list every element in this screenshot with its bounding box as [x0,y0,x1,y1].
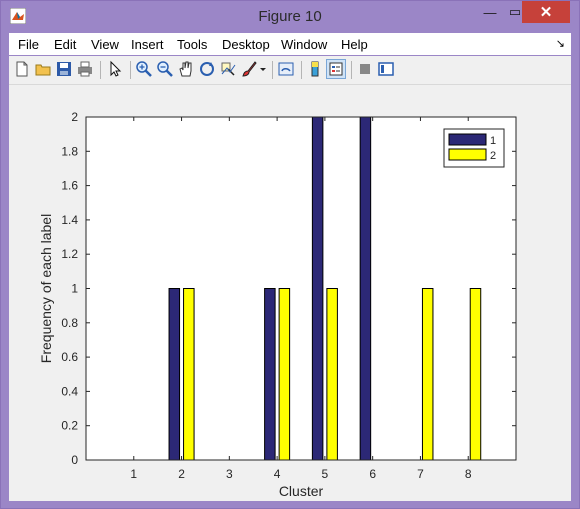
legend-label: 1 [490,135,496,147]
open-file-icon[interactable] [34,60,52,78]
y-tick-label: 0 [71,453,78,467]
zoom-out-icon[interactable] [156,60,174,78]
toolbar-separator [301,61,302,79]
data-cursor-icon[interactable] [219,60,237,78]
bar-series-2 [278,288,291,461]
menu-help[interactable]: Help [341,37,368,52]
y-tick-label: 0.8 [61,316,78,330]
toolbar-separator [130,61,131,79]
y-tick-label: 1 [71,282,78,296]
menu-edit[interactable]: Edit [54,37,77,52]
y-axis-label: Frequency of each label [38,214,54,363]
x-tick-label: 5 [322,467,329,481]
y-tick-label: 1.2 [61,247,78,261]
menu-view[interactable]: View [91,37,119,52]
print-icon[interactable] [76,60,94,78]
bar-series-1 [168,288,181,461]
hide-plot-tools-icon[interactable] [356,60,374,78]
maximize-button[interactable]: ▭ [508,4,522,19]
figure-canvas: 0 0.2 0.4 0.6 0.8 1 1.2 1.4 1.6 1.8 2 1 2 3 4 5 6 7 8 Clust… [9,85,571,501]
brush-icon[interactable] [240,60,258,78]
new-figure-icon[interactable] [13,60,31,78]
legend-label: 2 [490,150,496,162]
x-tick-label: 8 [465,467,472,481]
bar-series-1 [311,116,324,461]
menu-file[interactable]: File [18,37,39,52]
undock-icon[interactable]: ↘ [555,38,565,50]
x-tick-label: 3 [226,467,233,481]
bar-chart: 0 0.2 0.4 0.6 0.8 1 1.2 1.4 1.6 1.8 2 1 2 3 4 5 6 7 8 Clust… [38,110,517,499]
y-tick-label: 0.6 [61,350,78,364]
toolbar-separator [351,61,352,79]
y-tick-label: 0.2 [61,419,78,433]
legend-swatch [448,133,487,146]
y-tick-label: 2 [71,110,78,124]
bar-series-2 [469,288,482,461]
bar-series-2 [183,288,195,461]
menu-insert[interactable]: Insert [131,37,164,52]
edit-plot-arrow-icon[interactable] [106,60,124,78]
bar-series-2 [326,288,338,461]
y-tick-label: 1.4 [61,213,78,227]
insert-colorbar-icon[interactable] [306,60,324,78]
bar-series-1 [359,116,372,461]
plot-area [86,117,516,460]
menu-window[interactable]: Window [281,37,328,52]
matlab-icon[interactable] [10,8,26,24]
menu-tools[interactable]: Tools [177,37,208,52]
x-tick-label: 1 [130,467,137,481]
y-tick-label: 1.6 [61,179,78,193]
x-tick-label: 2 [178,467,185,481]
window-title: Figure 10 [258,8,322,25]
close-button[interactable]: ✕ [522,1,570,23]
minimize-button[interactable]: — [483,4,497,20]
save-icon[interactable] [55,60,73,78]
x-tick-label: 4 [274,467,281,481]
insert-legend-icon[interactable] [326,59,346,79]
title-bar[interactable]: Figure 10 — ▭ ✕ [1,1,579,33]
bar-series-2 [421,288,434,461]
x-tick-label: 6 [369,467,376,481]
pan-hand-icon[interactable] [177,60,195,78]
toolbar-separator [272,61,273,79]
figure-toolbar [9,56,571,85]
toolbar-separator [100,61,101,79]
x-axis-label: Cluster [279,483,324,499]
bar-series-1 [264,288,276,461]
menu-desktop[interactable]: Desktop [222,37,270,52]
y-tick-label: 1.8 [61,144,78,158]
axes-box [85,116,517,461]
rotate-3d-icon[interactable] [198,60,216,78]
menu-bar: File Edit View Insert Tools Desktop Wind… [9,33,571,55]
legend-swatch [448,148,487,161]
brush-dropdown-icon[interactable] [258,60,268,78]
link-plot-icon[interactable] [277,60,295,78]
x-tick-label: 7 [417,467,424,481]
zoom-in-icon[interactable] [135,60,153,78]
y-tick-label: 0.4 [61,384,78,398]
show-plot-tools-icon[interactable] [377,60,395,78]
